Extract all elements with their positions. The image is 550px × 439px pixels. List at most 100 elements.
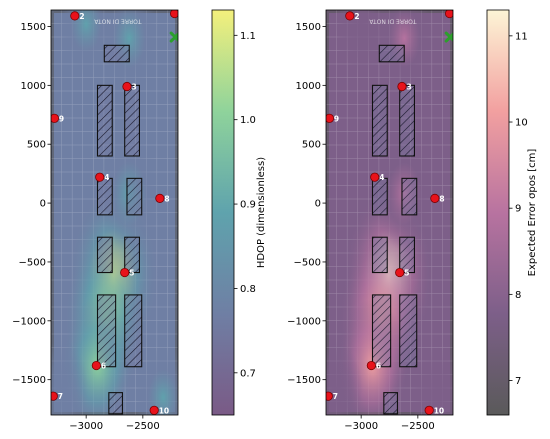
panel-1-colorbar-label: HDOP (dimensionless)	[256, 157, 267, 268]
panel-2-anchor-label: 6	[376, 362, 381, 371]
panel-2-obstacle	[371, 294, 392, 368]
panel-1-y-tick-label: 1000	[21, 81, 46, 92]
panel-2-anchor-label: 0	[454, 10, 459, 19]
panel-2-plot-area: TORRE DI NOTA 0 2 3 4 5 6 7 8 9 10	[326, 10, 459, 415]
panel-2-anchor-label: 7	[333, 392, 338, 401]
panel-1-anchor-label: 10	[159, 406, 169, 415]
panel-2-colorbar-label: Expected Error σpos [cm]	[527, 149, 538, 277]
panel-1-anchor-point	[91, 360, 101, 371]
panel-1-anchor-label: 0	[179, 10, 184, 19]
panel-1-obstacle	[124, 294, 143, 368]
panel-2-anchor-point	[326, 391, 333, 401]
panel-1-y-tick-label: 0	[40, 199, 46, 210]
panel-1-colorbar-gradient	[211, 9, 235, 416]
panel-2-obstacle	[371, 236, 388, 274]
panel-1-colorbar-tick-label: 1.1	[240, 31, 256, 42]
panel-1-anchor-point	[155, 193, 165, 203]
panel-2-colorbar: 7 8 9 10 11 Expected Error σpos [cm]	[486, 9, 538, 416]
panel-2-axes-frame	[325, 9, 454, 416]
panel-2-axes: TORRE DI NOTA 0 2 3 4 5 6 7 8 9 10 −3000 −2500 −1500 −…	[287, 9, 459, 432]
panel-2-obstacle	[378, 44, 405, 63]
panel-2-anchor-point	[370, 172, 380, 182]
panel-1-obstacle	[124, 84, 140, 157]
panel-2-y-tick-label: −1500	[287, 375, 321, 386]
panel-2-floorplan-label: TORRE DI NOTA	[368, 17, 417, 24]
panel-2-anchor-point	[366, 360, 376, 371]
panel-2-obstacle	[399, 294, 418, 368]
panel-2-anchor-point	[424, 405, 434, 415]
panel-2-anchor-label: 9	[334, 114, 339, 123]
panel-1-obstacle	[96, 236, 113, 274]
panel-1-colorbar-tick-label: 0.9	[240, 200, 256, 211]
panel-2-colorbar-tick-label: 9	[515, 204, 521, 215]
panel-2-y-tick-label: 1000	[296, 81, 321, 92]
panel-2-colorbar-tick-label: 8	[515, 290, 521, 301]
panel-2-hotspot	[326, 341, 363, 415]
panel-2-y-tick-label: 1500	[296, 22, 321, 33]
panel-1-x-tick-label: −3000	[69, 421, 103, 432]
panel-2-hotspot	[410, 346, 453, 415]
panel-2-hotspot	[333, 10, 389, 75]
panel-1-anchor-point	[70, 11, 80, 21]
panel-1-anchor-point	[120, 267, 130, 278]
panel-2-x-tick-label: −2500	[401, 421, 435, 432]
panel-2-anchor-label: 2	[354, 12, 359, 21]
panel-2-y-tick-label: −500	[294, 257, 321, 268]
panel-1-obstacle	[96, 84, 113, 157]
panel-2-obstacle	[371, 177, 388, 216]
panel-1-anchor-point	[51, 113, 60, 123]
panel-1-anchor-label: 4	[104, 173, 109, 182]
panel-1-obstacle	[124, 236, 140, 274]
panel-2-obstacle	[371, 84, 388, 157]
panel-1-anchor-point	[149, 405, 159, 415]
panel-1-anchor-label: 5	[129, 269, 134, 278]
panel-2-anchor-point	[397, 81, 407, 92]
panel-1-axes-frame	[50, 9, 179, 416]
panel-2-colorbar-gradient	[486, 9, 510, 416]
panel-1-anchor-point	[169, 10, 178, 19]
panel-1-y-tick-label: 500	[27, 140, 46, 151]
panel-1-x-tick-label: −2500	[126, 421, 160, 432]
panel-2-colorbar-tick-label: 10	[515, 118, 528, 129]
panel-2-anchor-label: 3	[406, 83, 411, 92]
panel-1-y-tick-label: −1500	[12, 375, 46, 386]
panel-1-axes: TORRE DI NOTA 0 2 3 4 5 6 7 8 9 10 −3000 −2500 −1500 −…	[12, 9, 184, 432]
panel-2-anchor-label: 8	[439, 194, 444, 203]
panel-2-anchor-point	[345, 11, 355, 21]
panel-2-anchor-point	[326, 113, 335, 123]
panel-2-obstacle	[383, 392, 398, 415]
panel-1-anchor-label: 7	[58, 392, 63, 401]
panel-1-colorbar-tick-label: 0.7	[240, 368, 256, 379]
panel-1-plot-area: TORRE DI NOTA 0 2 3 4 5 6 7 8 9 10	[51, 10, 184, 415]
panel-1-obstacle	[96, 294, 117, 368]
panel-2-obstacle	[401, 177, 418, 216]
panel-1-colorbar-tick-label: 0.8	[240, 284, 256, 295]
panel-1-obstacle	[103, 44, 130, 63]
panel-1-anchor-point	[122, 81, 132, 92]
panel-2-anchor-point	[444, 10, 453, 19]
panel-1-y-tick-label: −500	[19, 257, 46, 268]
panel-2-colorbar-tick-label: 7	[515, 376, 521, 387]
panel-1-anchor-point	[51, 391, 58, 401]
panel-2-y-tick-label: 0	[315, 199, 321, 210]
panel-1-hotspot	[58, 10, 115, 76]
panel-2-x-tick-label: −3000	[344, 421, 378, 432]
panel-1-colorbar-tick-label: 1.0	[240, 115, 256, 126]
panel-1-y-tick-label: −1000	[12, 316, 46, 327]
panel-1-floorplan-label: TORRE DI NOTA	[93, 17, 142, 24]
panel-1-anchor-point	[95, 172, 105, 182]
panel-1-y-tick-label: 1500	[21, 22, 46, 33]
panel-1-anchor-label: 6	[101, 362, 106, 371]
panel-2-y-tick-label: −1000	[287, 316, 321, 327]
panel-1-anchor-label: 9	[59, 114, 64, 123]
panel-1-anchor-label: 8	[164, 194, 169, 203]
panel-2-obstacle	[399, 236, 415, 274]
panel-2-anchor-label: 5	[404, 269, 409, 278]
panel-2-obstacle	[399, 84, 415, 157]
panel-1-hotspot	[51, 340, 88, 415]
panel-1-obstacle	[108, 392, 123, 415]
panel-1-hotspot	[135, 346, 178, 415]
panel-1-obstacle	[126, 177, 143, 216]
panel-1-obstacle	[96, 177, 113, 216]
